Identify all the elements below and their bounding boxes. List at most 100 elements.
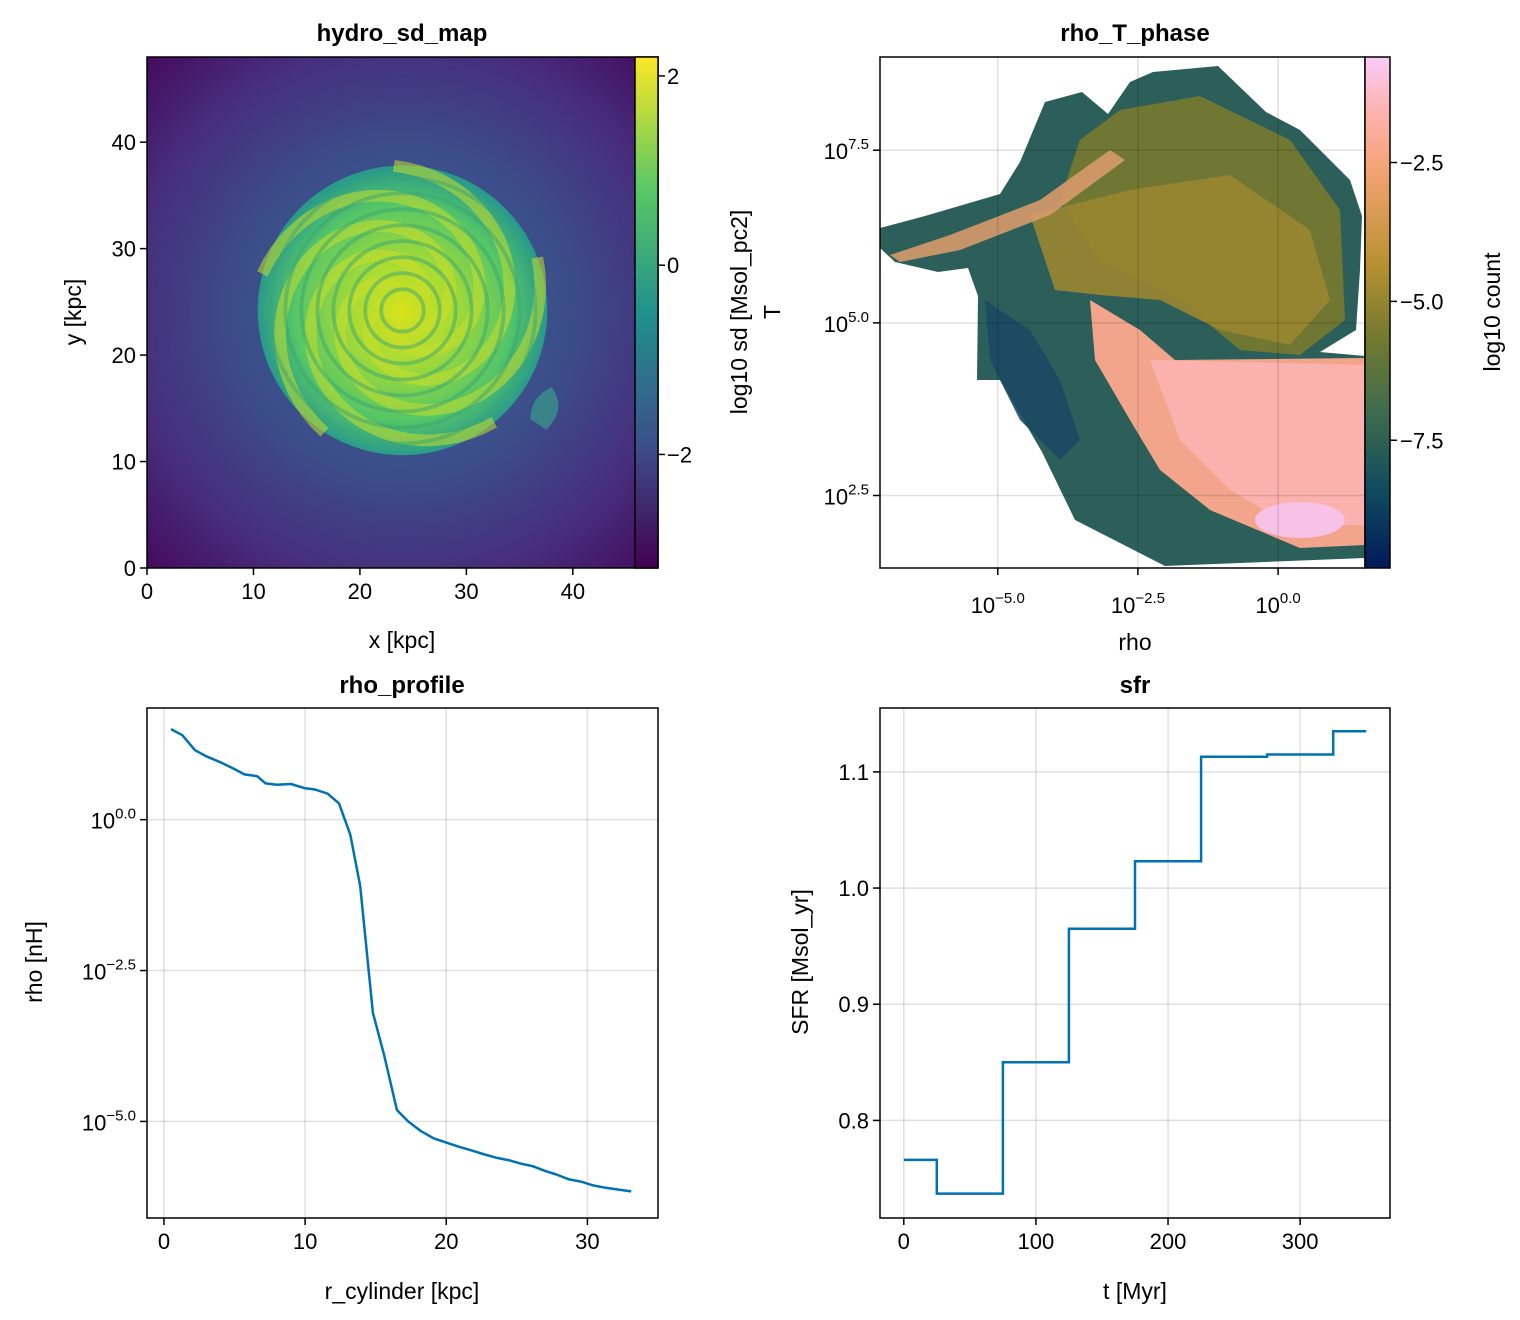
tick-base: 10: [82, 1110, 106, 1135]
sfr-step-line: [903, 729, 1367, 1195]
colorbar-label: log10 count: [1479, 252, 1505, 372]
disk-ring: [379, 287, 426, 334]
colorbar: [1364, 56, 1391, 569]
colorbar-tick-label: −7.5: [1400, 428, 1443, 453]
tick-base: 10: [82, 960, 106, 985]
spiral-arm: [274, 220, 457, 437]
y-axis-label: T: [759, 305, 785, 319]
density-profile-line: [170, 728, 632, 1193]
x-axis-label: r_cylinder [kpc]: [325, 1278, 480, 1304]
y-tick-label: 40: [112, 130, 136, 155]
tick-base: 10: [1255, 593, 1279, 618]
x-axis-label: t [Myr]: [1103, 1278, 1167, 1304]
phase-region-peak: [1150, 360, 1365, 525]
x-tick-label: 30: [575, 1229, 599, 1254]
spiral-arm: [362, 160, 516, 386]
x-tick-label: 20: [434, 1229, 458, 1254]
x-tick-label: 300: [1282, 1229, 1319, 1254]
phase-region-cool: [985, 300, 1080, 460]
y-tick-label: 107.5: [824, 136, 869, 164]
phase-peak-core: [1255, 502, 1345, 538]
tick-base: 10: [824, 484, 848, 509]
disk-ring: [331, 239, 474, 382]
spiral-arm: [334, 256, 547, 416]
x-axis-label: x [kpc]: [369, 627, 435, 653]
plot-frame: [879, 707, 1391, 1219]
surface-density-map: [147, 57, 658, 568]
y-tick-label: 0: [124, 556, 136, 581]
spiral-arms: [257, 160, 547, 447]
tick-exponent: 2.5: [848, 481, 869, 498]
colorbar-tick-label: −2.5: [1400, 151, 1443, 176]
plot-frame: [146, 707, 659, 1219]
colorbar: [634, 56, 659, 569]
y-tick-label: 1.1: [838, 760, 869, 785]
spiral-arm: [257, 189, 486, 358]
y-tick-label: 10−5.0: [82, 1107, 136, 1135]
chart-title: sfr: [1120, 672, 1151, 699]
chart-title: hydro_sd_map: [317, 20, 488, 47]
chart-title: rho_T_phase: [1060, 20, 1209, 47]
x-axis-label: rho: [1118, 629, 1151, 655]
x-tick-label: 40: [561, 579, 585, 604]
y-tick-label: 102.5: [824, 481, 869, 509]
disk-ring: [315, 223, 490, 398]
tick-exponent: −2.5: [106, 957, 136, 974]
tick-exponent: 0.0: [115, 806, 136, 823]
phase-region-hot: [1030, 175, 1330, 345]
colorbar-tick-label: −5.0: [1400, 289, 1443, 314]
x-tick-label: 20: [348, 579, 372, 604]
y-tick-label: 20: [112, 343, 136, 368]
y-tick-label: 1.0: [838, 876, 869, 901]
x-tick-label: 0: [898, 1229, 910, 1254]
tick-exponent: −5.0: [995, 590, 1025, 607]
x-tick-label: 100: [1018, 1229, 1055, 1254]
y-tick-label: 10: [112, 450, 136, 475]
spiral-arm: [304, 249, 498, 447]
tick-exponent: −2.5: [1135, 590, 1165, 607]
x-tick-label: 100.0: [1255, 590, 1300, 618]
panel-rho-t-phase: rho_T_phase 10−5.0 10−2.5 100.0107.5105.01…: [759, 20, 1505, 655]
tick-base: 10: [91, 809, 115, 834]
y-tick-label: 105.0: [824, 309, 869, 337]
x-tick-label: 10: [293, 1229, 317, 1254]
x-tick-label: 10−2.5: [1111, 590, 1165, 618]
tick-exponent: −5.0: [106, 1107, 136, 1124]
tick-exponent: 7.5: [848, 136, 869, 153]
x-tick-label: 200: [1150, 1229, 1187, 1254]
disk-ring: [283, 191, 522, 430]
x-tick-label: 0: [141, 579, 153, 604]
disk-feature: [530, 387, 559, 430]
colorbar-tick-label: 0: [667, 253, 679, 278]
panel-sfr: sfr 0 100 200 300 0.8 0.9 1.0 1.1 t [Myr] SFR […: [787, 672, 1391, 1304]
disk-ring: [347, 255, 458, 366]
tick-exponent: 5.0: [848, 309, 869, 326]
y-tick-label: 0.8: [838, 1108, 869, 1133]
x-tick-label: 10−5.0: [971, 590, 1025, 618]
colorbar-tick-label: −2: [667, 442, 692, 467]
tick-base: 10: [971, 593, 995, 618]
disk-ring: [363, 271, 442, 350]
tick-base: 10: [824, 312, 848, 337]
disk-ring: [299, 207, 506, 414]
x-tick-label: 10: [241, 579, 265, 604]
y-tick-label: 10−2.5: [82, 957, 136, 985]
colorbar-label: log10 sd [Msol_pc2]: [726, 210, 752, 415]
phase-streak: [890, 150, 1125, 262]
y-axis-label: SFR [Msol_yr]: [787, 889, 813, 1035]
phase-diagram: [880, 66, 1365, 566]
tick-base: 10: [1111, 593, 1135, 618]
y-axis-label: rho [nH]: [21, 921, 47, 1003]
disk-ring: [267, 175, 538, 446]
y-tick-label: 100.0: [91, 806, 136, 834]
tick-base: 10: [824, 139, 848, 164]
y-tick-label: 30: [112, 237, 136, 262]
y-tick-label: 0.9: [838, 992, 869, 1017]
y-axis-label: y [kpc]: [60, 279, 86, 345]
colorbar-tick-label: 2: [667, 64, 679, 89]
chart-title: rho_profile: [339, 672, 464, 699]
x-tick-label: 30: [454, 579, 478, 604]
